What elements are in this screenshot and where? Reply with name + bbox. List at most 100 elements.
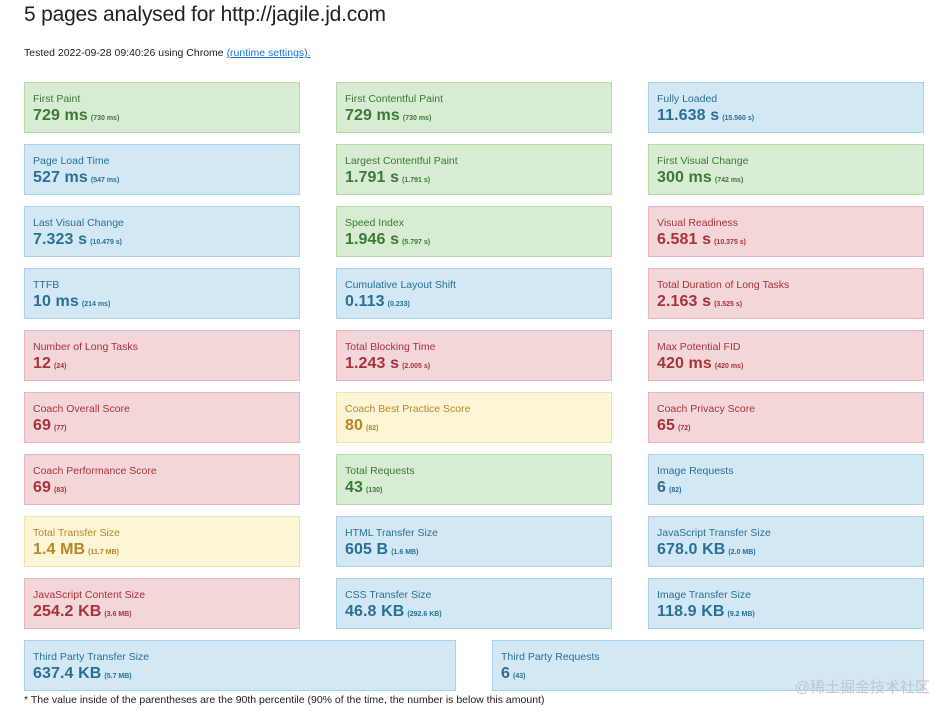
metric-p90: (9.2 MB) — [727, 611, 755, 618]
metric-value: 6 — [501, 665, 510, 682]
metric-value: 80 — [345, 417, 363, 434]
metric-p90: (5.797 s) — [402, 239, 431, 246]
metric-value-line: 69 (83) — [33, 479, 299, 497]
metric-card: First Contentful Paint 729 ms (730 ms) — [336, 82, 612, 133]
metric-label: Coach Privacy Score — [657, 403, 756, 415]
metric-label: JavaScript Transfer Size — [657, 527, 771, 539]
metric-p90: (15.560 s) — [722, 115, 755, 122]
metric-p90: (2.005 s) — [402, 363, 431, 370]
metric-value: 7.323 s — [33, 231, 88, 248]
metric-p90: (83) — [54, 487, 67, 494]
metric-card: First Paint 729 ms (730 ms) — [24, 82, 300, 133]
metric-card: TTFB 10 ms (214 ms) — [24, 268, 300, 319]
metrics-row: Coach Performance Score 69 (83) Total Reque… — [24, 454, 924, 505]
metric-p90: (1.6 MB) — [391, 549, 419, 556]
metric-value-line: 1.791 s (1.791 s) — [345, 169, 611, 187]
metric-value: 10 ms — [33, 293, 79, 310]
metric-value: 0.113 — [345, 293, 385, 310]
metric-p90: (730 ms) — [402, 115, 432, 122]
metric-value-line: 6 (82) — [657, 479, 923, 497]
metric-p90: (1.791 s) — [402, 177, 431, 184]
metric-value-line: 637.4 KB (5.7 MB) — [33, 665, 455, 683]
metric-card: Third Party Transfer Size 637.4 KB (5.7 MB… — [24, 640, 456, 691]
metric-label: Max Potential FID — [657, 341, 741, 353]
metric-card: Third Party Requests 6 (43) — [492, 640, 924, 691]
metric-value-line: 6.581 s (10.375 s) — [657, 231, 923, 249]
metric-card: Total Requests 43 (130) — [336, 454, 612, 505]
metric-value: 678.0 KB — [657, 541, 726, 558]
metric-label: Visual Readiness — [657, 217, 738, 229]
metric-label: CSS Transfer Size — [345, 589, 432, 601]
metric-card: Visual Readiness 6.581 s (10.375 s) — [648, 206, 924, 257]
metric-card: Image Transfer Size 118.9 KB (9.2 MB) — [648, 578, 924, 629]
metric-p90: (43) — [513, 673, 526, 680]
metrics-row: Third Party Transfer Size 637.4 KB (5.7 MB… — [24, 640, 924, 691]
metric-value: 729 ms — [33, 107, 88, 124]
metric-p90: (730 ms) — [90, 115, 120, 122]
metric-value-line: 300 ms (742 ms) — [657, 169, 923, 187]
metric-card: Coach Best Practice Score 80 (82) — [336, 392, 612, 443]
metric-value-line: 254.2 KB (3.6 MB) — [33, 603, 299, 621]
metrics-row: Total Transfer Size 1.4 MB (11.7 MB) HTML T… — [24, 516, 924, 567]
metric-value-line: 729 ms (730 ms) — [33, 107, 299, 125]
runtime-settings-link[interactable]: (runtime settings). — [226, 47, 311, 59]
metrics-row: Last Visual Change 7.323 s (10.479 s) Speed… — [24, 206, 924, 257]
metric-value: 2.163 s — [657, 293, 712, 310]
metric-label: JavaScript Content Size — [33, 589, 146, 601]
metric-p90: (82) — [366, 425, 379, 432]
metric-label: Total Blocking Time — [345, 341, 436, 353]
metric-value-line: 43 (130) — [345, 479, 611, 497]
metric-label: Speed Index — [345, 217, 404, 229]
metric-p90: (10.375 s) — [714, 239, 747, 246]
metric-label: Third Party Requests — [501, 651, 600, 663]
metric-value-line: 1.243 s (2.005 s) — [345, 355, 611, 373]
metric-card: Speed Index 1.946 s (5.797 s) — [336, 206, 612, 257]
metric-label: Fully Loaded — [657, 93, 718, 105]
tested-text: Tested 2022-09-28 09:40:26 using Chrome — [24, 47, 227, 59]
metric-card: Coach Performance Score 69 (83) — [24, 454, 300, 505]
metric-card: First Visual Change 300 ms (742 ms) — [648, 144, 924, 195]
metric-value-line: 420 ms (420 ms) — [657, 355, 923, 373]
metric-card: Number of Long Tasks 12 (24) — [24, 330, 300, 381]
metric-p90: (292.6 KB) — [407, 611, 442, 618]
metric-value-line: 7.323 s (10.479 s) — [33, 231, 299, 249]
metric-label: Total Transfer Size — [33, 527, 120, 539]
metric-p90: (420 ms) — [714, 363, 744, 370]
metric-value: 43 — [345, 479, 363, 496]
metric-p90: (77) — [54, 425, 67, 432]
metric-value: 1.791 s — [345, 169, 400, 186]
metric-label: Page Load Time — [33, 155, 110, 167]
metric-value: 11.638 s — [657, 107, 720, 124]
metric-label: First Visual Change — [657, 155, 749, 167]
metric-card: Cumulative Layout Shift 0.113 (0.233) — [336, 268, 612, 319]
metric-value-line: 2.163 s (3.525 s) — [657, 293, 923, 311]
metric-value: 729 ms — [345, 107, 400, 124]
metric-value: 1.4 MB — [33, 541, 86, 558]
metric-card: Max Potential FID 420 ms (420 ms) — [648, 330, 924, 381]
metric-label: Number of Long Tasks — [33, 341, 138, 353]
metric-value: 1.946 s — [345, 231, 400, 248]
metric-card: Image Requests 6 (82) — [648, 454, 924, 505]
metric-card: JavaScript Transfer Size 678.0 KB (2.0 MB) — [648, 516, 924, 567]
metric-value: 65 — [657, 417, 675, 434]
metrics-row: First Paint 729 ms (730 ms) First Contentfu… — [24, 82, 924, 133]
metric-value: 118.9 KB — [657, 603, 725, 620]
metric-p90: (547 ms) — [90, 177, 120, 184]
metric-card: Coach Overall Score 69 (77) — [24, 392, 300, 443]
metric-card: Total Blocking Time 1.243 s (2.005 s) — [336, 330, 612, 381]
metric-label: First Contentful Paint — [345, 93, 444, 105]
metric-value-line: 1.946 s (5.797 s) — [345, 231, 611, 249]
metric-value-line: 729 ms (730 ms) — [345, 107, 611, 125]
metric-value-line: 0.113 (0.233) — [345, 293, 611, 311]
metric-label: Third Party Transfer Size — [33, 651, 150, 663]
metric-p90: (130) — [366, 487, 383, 494]
metric-label: Coach Best Practice Score — [345, 403, 471, 415]
tested-info: Tested 2022-09-28 09:40:26 using Chrome … — [24, 47, 311, 59]
metric-p90: (2.0 MB) — [728, 549, 756, 556]
metric-value: 605 B — [345, 541, 389, 558]
metric-value: 46.8 KB — [345, 603, 405, 620]
metric-p90: (3.525 s) — [714, 301, 743, 308]
metric-label: Coach Performance Score — [33, 465, 157, 477]
metric-card: Page Load Time 527 ms (547 ms) — [24, 144, 300, 195]
